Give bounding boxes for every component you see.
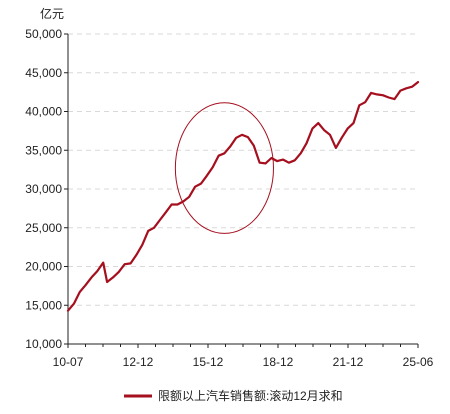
y-tick-label: 30,000 bbox=[25, 182, 62, 196]
y-tick-label: 15,000 bbox=[25, 298, 62, 312]
y-tick-label: 50,000 bbox=[25, 27, 62, 41]
x-axis-ticks: 10-07 12-12 15-12 18-12 21-12 25-06 bbox=[53, 344, 434, 369]
x-tick-label: 25-06 bbox=[403, 355, 434, 369]
y-axis-unit-label: 亿元 bbox=[40, 6, 64, 21]
x-tick-label: 15-12 bbox=[193, 355, 224, 369]
annotation-layer bbox=[174, 102, 274, 234]
x-tick-label: 18-12 bbox=[263, 355, 294, 369]
legend: 限额以上汽车销售额:滚动12月求和 bbox=[124, 388, 343, 403]
x-tick-label: 21-12 bbox=[333, 355, 364, 369]
x-tick-label: 12-12 bbox=[123, 355, 154, 369]
y-tick-label: 45,000 bbox=[25, 66, 62, 80]
y-tick-label: 20,000 bbox=[25, 260, 62, 274]
y-tick-label: 25,000 bbox=[25, 221, 62, 235]
gridlines bbox=[68, 33, 418, 306]
y-tick-label: 10,000 bbox=[25, 337, 62, 351]
x-tick-label: 10-07 bbox=[53, 355, 84, 369]
series-layer bbox=[66, 81, 420, 312]
y-axis-ticks: 10,000 15,000 20,000 25,000 30,000 35,000 40,0… bbox=[25, 27, 68, 351]
y-tick-label: 40,000 bbox=[25, 105, 62, 119]
y-tick-label: 35,000 bbox=[25, 143, 62, 157]
legend-label: 限额以上汽车销售额:滚动12月求和 bbox=[158, 388, 343, 403]
series-line bbox=[66, 81, 420, 312]
highlight-circle bbox=[174, 102, 274, 234]
